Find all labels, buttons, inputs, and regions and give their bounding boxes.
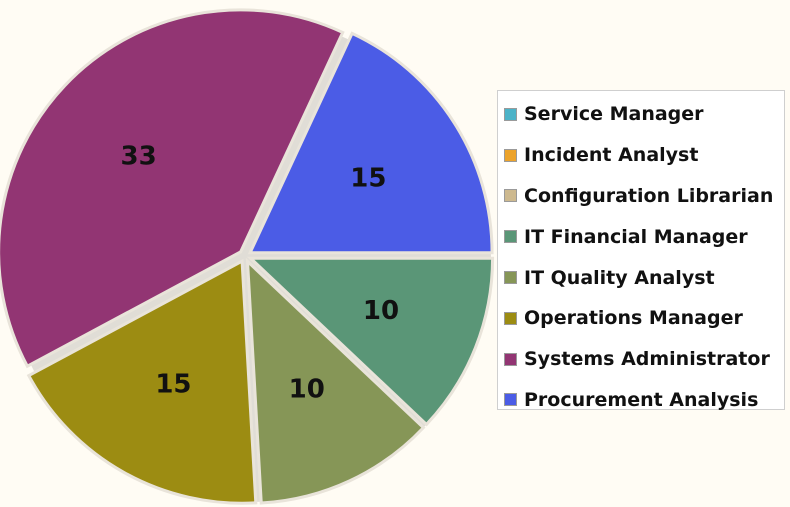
slice-value-label: 15 (155, 370, 191, 400)
slice-value-label: 10 (289, 375, 325, 405)
slice-value-label: 10 (363, 296, 399, 326)
legend-label: Service Manager (524, 103, 704, 126)
pie-slice-it-quality-analyst (245, 257, 426, 505)
legend: Service Manager Incident Analyst Configura… (497, 90, 785, 411)
legend-label: Procurement Analysis (524, 388, 759, 411)
legend-swatch (504, 393, 517, 407)
legend-label: Systems Administrator (524, 348, 770, 371)
legend-item: Operations Manager (504, 298, 784, 339)
legend-item: Configuration Librarian (504, 176, 784, 217)
legend-swatch (504, 148, 517, 162)
legend-swatch (504, 230, 517, 244)
legend-label: Configuration Librarian (524, 184, 774, 207)
legend-swatch (504, 189, 517, 203)
legend-item: Procurement Analysis (504, 380, 784, 421)
pie-slice-it-financial-manager (246, 256, 495, 427)
legend-item: IT Quality Analyst (504, 257, 784, 298)
legend-swatch (504, 271, 517, 285)
pie-slice-operations-manager (26, 258, 258, 505)
legend-item: Service Manager (504, 94, 784, 135)
legend-item: Incident Analyst (504, 135, 784, 176)
pie-slice-systems-administrator (0, 8, 345, 369)
legend-item: Systems Administrator (504, 339, 784, 380)
legend-label: Incident Analyst (524, 144, 699, 167)
slice-value-label: 15 (350, 163, 386, 193)
pie-slice-procurement-analysis (247, 31, 494, 255)
legend-swatch (504, 352, 517, 366)
legend-item: IT Financial Manager (504, 216, 784, 257)
legend-swatch (504, 107, 517, 121)
legend-label: Operations Manager (524, 307, 743, 330)
legend-swatch (504, 311, 517, 325)
legend-label: IT Financial Manager (524, 225, 748, 248)
slice-value-label: 33 (121, 141, 157, 171)
legend-label: IT Quality Analyst (524, 266, 715, 289)
